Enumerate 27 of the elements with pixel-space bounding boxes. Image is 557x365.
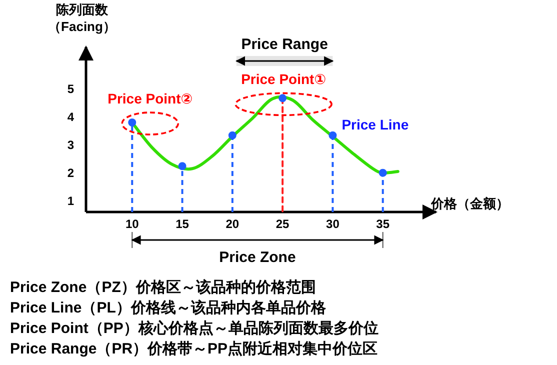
annotation: Price Line: [342, 116, 409, 132]
y-tick-label: 3: [67, 138, 74, 152]
text: Price Line（PL）价格线～该品种内各单品价格: [10, 298, 327, 316]
band-label: Price Range: [241, 36, 328, 53]
y-tick-label: 1: [67, 194, 74, 208]
x-tick-label: 15: [176, 217, 190, 231]
x-tick-label: 20: [226, 217, 240, 231]
point: [378, 168, 387, 177]
text: Price Point（PP）核心价格点～单品陈列面数最多价位: [10, 319, 378, 337]
text: Price Zone: [219, 249, 296, 266]
x-tick-label: 35: [376, 217, 390, 231]
y-tick-label: 5: [67, 82, 74, 96]
point: [328, 131, 337, 140]
x-tick-label: 10: [125, 217, 140, 231]
y-tick-label: 4: [67, 110, 74, 124]
point: [278, 94, 287, 102]
x-tick-label: 25: [276, 217, 290, 231]
point: [128, 118, 136, 127]
point: [178, 162, 186, 170]
text: Price Range（PR）价格带～PP点附近相对集中价位区: [10, 340, 378, 358]
text: Price Zone（PZ）价格区～该品种的价格范围: [10, 278, 316, 296]
y-tick-label: 2: [67, 166, 74, 180]
annotation: Price Point①: [241, 71, 326, 88]
x-tick-label: 30: [326, 217, 340, 231]
annotation: Price Point②: [108, 90, 193, 107]
point: [228, 131, 236, 140]
y-axis-title: 陈列面数（Facing）: [47, 1, 117, 35]
